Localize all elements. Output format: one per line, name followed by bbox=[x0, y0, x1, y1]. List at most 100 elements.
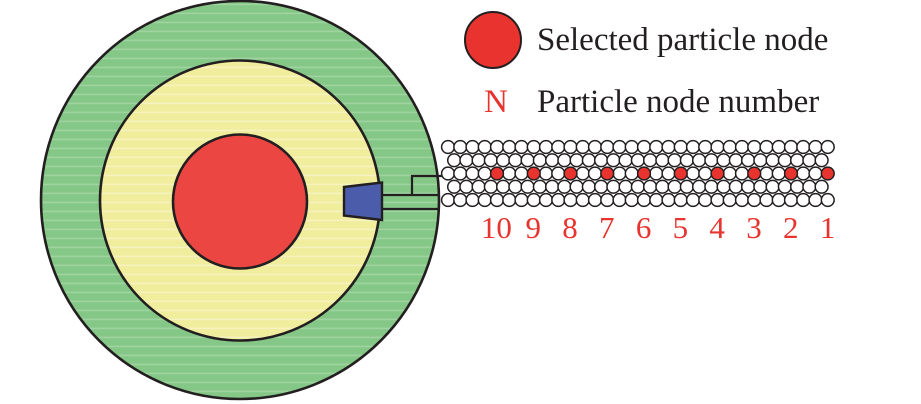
particle-node bbox=[753, 179, 768, 194]
particle-node bbox=[471, 153, 486, 168]
node-number-8: 8 bbox=[562, 210, 578, 245]
particle-node bbox=[453, 166, 468, 181]
legend-node-number-symbol: N bbox=[484, 84, 508, 120]
particle-node bbox=[808, 166, 823, 181]
particle-node bbox=[734, 139, 750, 155]
particle-node bbox=[520, 179, 535, 194]
particle-node bbox=[636, 139, 652, 155]
legend-selected-node-label: Selected particle node bbox=[537, 22, 829, 58]
particle-node bbox=[581, 179, 597, 194]
particle-node bbox=[538, 166, 554, 181]
node-number-3: 3 bbox=[746, 210, 762, 245]
particle-node bbox=[495, 179, 511, 194]
particle-node bbox=[575, 192, 590, 208]
legend-selected-node-swatch bbox=[464, 11, 522, 69]
particle-node bbox=[716, 153, 731, 168]
node-number-5: 5 bbox=[672, 210, 689, 245]
particle-node bbox=[508, 179, 523, 194]
particle-node bbox=[557, 179, 572, 194]
particle-node bbox=[685, 192, 701, 208]
particle-node bbox=[661, 192, 676, 208]
particle-node bbox=[440, 139, 456, 155]
particle-node bbox=[465, 192, 480, 208]
particle-node bbox=[728, 153, 744, 168]
particle-node bbox=[783, 192, 799, 208]
particle-node bbox=[777, 179, 793, 194]
particle-node bbox=[600, 139, 615, 155]
particle-node bbox=[575, 166, 590, 181]
callout-line bbox=[410, 174, 445, 195]
particle-node bbox=[753, 153, 768, 168]
particle-node bbox=[673, 192, 688, 208]
particle-node bbox=[734, 166, 750, 181]
particle-node bbox=[771, 166, 786, 181]
selected-particle-node bbox=[820, 166, 835, 181]
particle-node bbox=[814, 153, 829, 168]
particle-node bbox=[716, 179, 731, 194]
particle-node bbox=[581, 153, 597, 168]
particle-node bbox=[514, 166, 529, 181]
particle-node bbox=[495, 153, 511, 168]
selected-particle-node bbox=[783, 166, 799, 181]
particle-node bbox=[569, 153, 584, 168]
particle-node bbox=[789, 153, 805, 168]
selected-particle-node bbox=[710, 166, 725, 181]
particle-node bbox=[802, 153, 817, 168]
particle-node bbox=[673, 139, 688, 155]
particle-node bbox=[514, 139, 529, 155]
selected-particle-node bbox=[600, 166, 615, 181]
particle-node bbox=[502, 139, 517, 155]
particle-node bbox=[465, 139, 480, 155]
particle-node bbox=[587, 166, 603, 181]
particle-node bbox=[808, 192, 823, 208]
particle-node bbox=[802, 179, 817, 194]
particle-node bbox=[649, 139, 664, 155]
node-number-4: 4 bbox=[709, 210, 725, 245]
particle-node bbox=[796, 166, 811, 181]
particle-node bbox=[471, 179, 486, 194]
particle-node bbox=[667, 179, 682, 194]
selected-particle-node bbox=[636, 166, 652, 181]
particle-node bbox=[747, 192, 762, 208]
particle-node bbox=[771, 139, 786, 155]
particle-node bbox=[722, 139, 737, 155]
particle-node bbox=[544, 153, 560, 168]
particle-node bbox=[722, 192, 737, 208]
particle-node bbox=[557, 153, 572, 168]
particle-node bbox=[728, 179, 744, 194]
particle-node bbox=[691, 179, 707, 194]
particle-node bbox=[459, 179, 474, 194]
particle-node bbox=[502, 166, 517, 181]
particle-node bbox=[679, 153, 695, 168]
particle-node bbox=[740, 179, 756, 194]
particle-node bbox=[636, 192, 652, 208]
particle-node bbox=[685, 166, 701, 181]
particle-node bbox=[532, 179, 548, 194]
particle-node bbox=[446, 153, 462, 168]
particle-node bbox=[483, 153, 499, 168]
particle-node bbox=[722, 166, 737, 181]
particle-node bbox=[551, 139, 566, 155]
particle-node bbox=[704, 179, 719, 194]
node-number-6: 6 bbox=[635, 210, 652, 245]
particle-node bbox=[740, 153, 756, 168]
selected-particle-node bbox=[747, 166, 762, 181]
particle-node-numbers: 10 9 8 7 6 5 4 3 2 1 bbox=[478, 211, 846, 245]
particle-node bbox=[587, 192, 603, 208]
particle-node bbox=[483, 179, 499, 194]
particle-node bbox=[465, 166, 480, 181]
particle-node bbox=[440, 166, 456, 181]
particle-node bbox=[489, 192, 505, 208]
particle-node bbox=[759, 139, 774, 155]
particle-node bbox=[618, 153, 633, 168]
particle-node bbox=[796, 192, 811, 208]
particle-node bbox=[520, 153, 535, 168]
selected-particle-node bbox=[673, 166, 688, 181]
particle-node bbox=[759, 192, 774, 208]
particle-node bbox=[593, 179, 609, 194]
particle-node bbox=[630, 179, 646, 194]
particle-node bbox=[440, 192, 456, 208]
particle-node bbox=[661, 166, 676, 181]
selected-particle-node bbox=[489, 166, 505, 181]
